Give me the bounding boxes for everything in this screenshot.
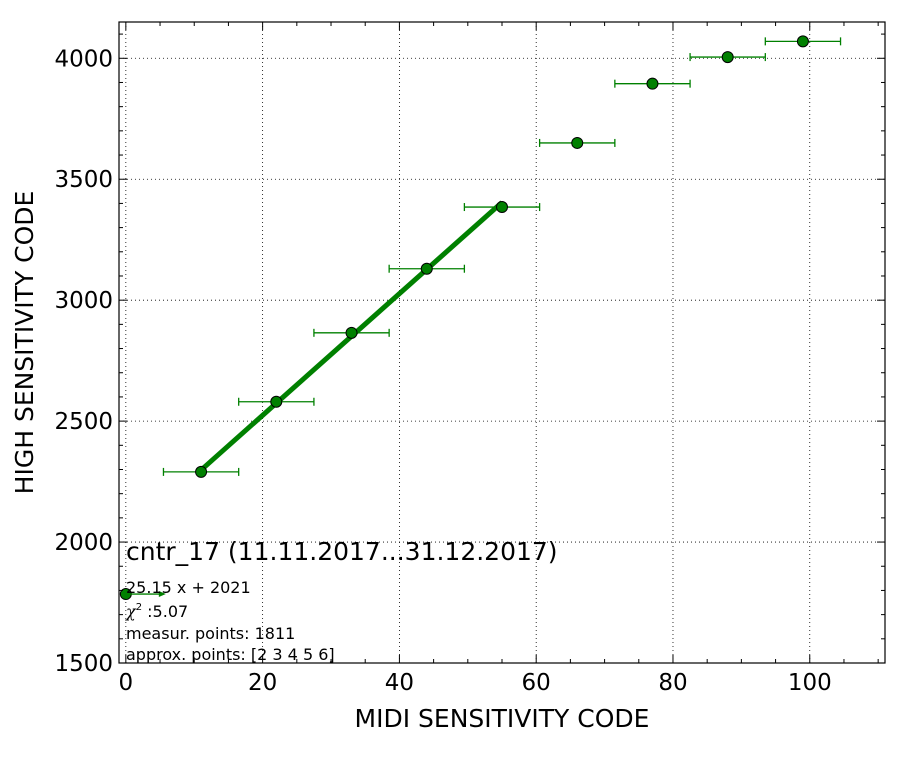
data-point (721, 51, 734, 64)
data-point (796, 35, 809, 48)
y-tick-label: 3500 (54, 167, 113, 193)
annotation-title: cntr_17 (11.11.2017...31.12.2017) (126, 537, 558, 566)
chi2-value: :5.07 (142, 602, 188, 621)
data-points (119, 35, 809, 601)
chi2-symbol: χ (125, 602, 137, 621)
data-point (345, 326, 358, 339)
axis-ticks: 0 20 40 60 80 100 1500 2000 2500 3000 3500 4000 (54, 22, 885, 696)
y-axis-label: HIGH SENSITIVITY CODE (10, 191, 39, 495)
x-tick-label: 100 (788, 670, 832, 696)
annotation-equation: 25.15 x + 2021 (126, 578, 251, 597)
x-tick-label: 20 (248, 670, 277, 696)
y-tick-label: 2000 (54, 530, 113, 556)
plot-border (118, 21, 886, 664)
annotation-measur-points: measur. points: 1811 (126, 624, 295, 643)
y-tick-label: 1500 (54, 651, 113, 677)
grid-lines (119, 22, 885, 664)
annotation-chi2: χ2 :5.07 (125, 602, 188, 621)
y-tick-label: 4000 (54, 46, 113, 72)
data-point (646, 77, 659, 90)
data-point (420, 262, 433, 275)
x-tick-label: 0 (119, 670, 134, 696)
x-tick-label: 80 (658, 670, 687, 696)
annotation-approx-points: approx. points: [2 3 4 5 6] (126, 645, 335, 664)
data-point (496, 201, 508, 214)
y-tick-label: 3000 (54, 288, 113, 314)
plot-frame (118, 21, 886, 664)
x-tick-label: 40 (385, 670, 414, 696)
data-point (195, 465, 208, 478)
legend-arrow (125, 591, 166, 598)
data-point (270, 395, 283, 408)
chi2-superscript: 2 (136, 602, 142, 613)
x-tick-label: 60 (522, 670, 551, 696)
x-axis-label: MIDI SENSITIVITY CODE (355, 704, 650, 733)
y-tick-label: 2500 (54, 409, 113, 435)
data-point (571, 136, 584, 149)
legend-arrow-head (158, 591, 166, 598)
